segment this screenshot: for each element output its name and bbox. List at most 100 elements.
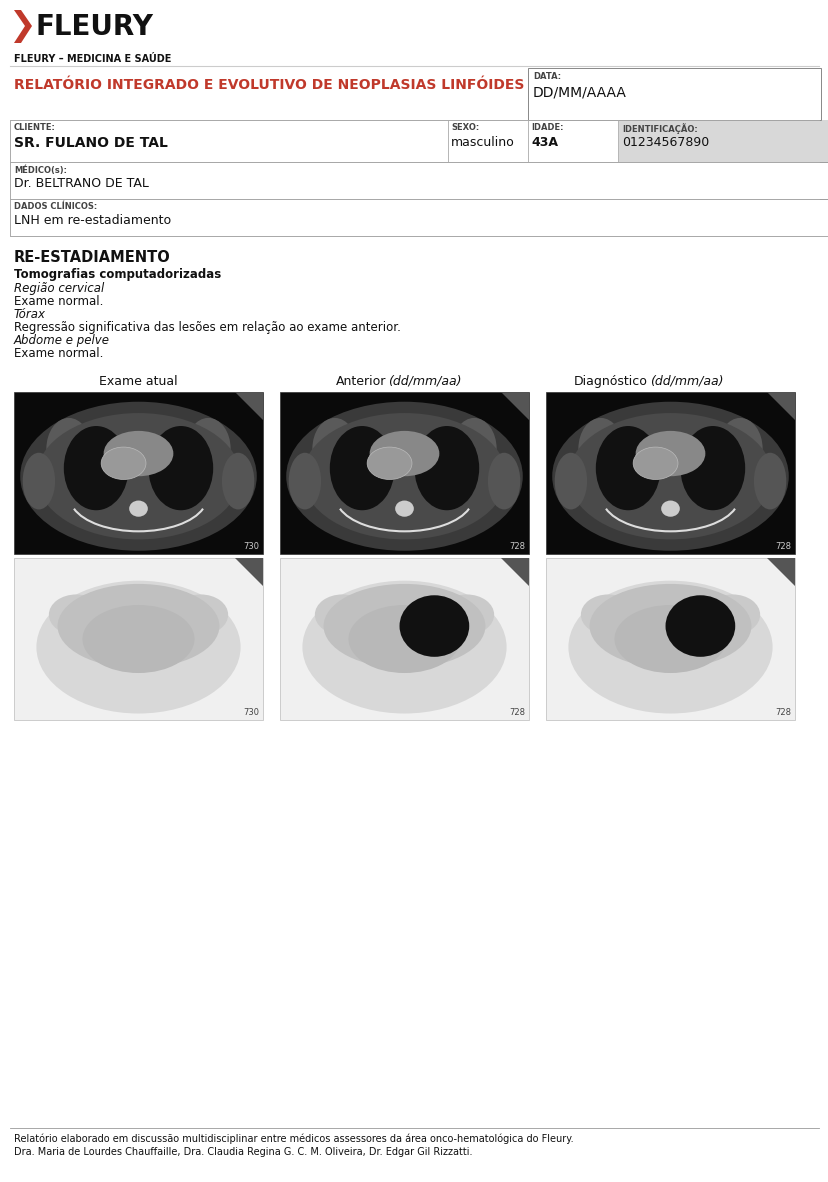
Text: Exame normal.: Exame normal. bbox=[14, 296, 104, 309]
Ellipse shape bbox=[173, 595, 228, 635]
Ellipse shape bbox=[22, 453, 55, 509]
Ellipse shape bbox=[36, 413, 240, 539]
Ellipse shape bbox=[46, 418, 91, 480]
Text: 43A: 43A bbox=[531, 136, 557, 149]
Ellipse shape bbox=[49, 595, 104, 635]
Ellipse shape bbox=[665, 596, 734, 657]
Text: DD/MM/AAAA: DD/MM/AAAA bbox=[532, 86, 626, 100]
Text: Dra. Maria de Lourdes Chauffaille, Dra. Claudia Regina G. C. M. Oliveira, Dr. Ed: Dra. Maria de Lourdes Chauffaille, Dra. … bbox=[14, 1147, 472, 1157]
Ellipse shape bbox=[589, 584, 750, 668]
Ellipse shape bbox=[568, 413, 772, 539]
Ellipse shape bbox=[551, 402, 787, 551]
Ellipse shape bbox=[302, 413, 506, 539]
Polygon shape bbox=[234, 392, 262, 420]
Ellipse shape bbox=[288, 453, 320, 509]
Ellipse shape bbox=[399, 596, 469, 657]
Text: Relatório elaborado em discussão multidisciplinar entre médicos assessores da ár: Relatório elaborado em discussão multidi… bbox=[14, 1134, 573, 1144]
Text: SEXO:: SEXO: bbox=[450, 123, 479, 132]
Ellipse shape bbox=[57, 584, 219, 668]
Bar bbox=[546, 558, 794, 720]
Text: Dr. BELTRANO DE TAL: Dr. BELTRANO DE TAL bbox=[14, 177, 149, 190]
Ellipse shape bbox=[395, 500, 413, 517]
Polygon shape bbox=[234, 558, 262, 586]
Ellipse shape bbox=[312, 418, 357, 480]
Ellipse shape bbox=[369, 431, 439, 476]
Ellipse shape bbox=[286, 402, 522, 551]
Ellipse shape bbox=[580, 595, 635, 635]
Text: DATA:: DATA: bbox=[532, 72, 561, 82]
Ellipse shape bbox=[302, 580, 506, 714]
Bar bbox=[280, 558, 528, 720]
Text: 728: 728 bbox=[774, 708, 790, 717]
Ellipse shape bbox=[705, 595, 759, 635]
Bar bbox=[14, 558, 262, 720]
Text: 728: 728 bbox=[508, 708, 524, 717]
Text: IDADE:: IDADE: bbox=[531, 123, 563, 132]
Text: 730: 730 bbox=[243, 708, 258, 717]
Text: (dd/mm/aa): (dd/mm/aa) bbox=[649, 375, 723, 388]
Text: MÉDICO(s):: MÉDICO(s): bbox=[14, 165, 67, 175]
Ellipse shape bbox=[222, 453, 254, 509]
Bar bbox=[619, 121, 828, 162]
Polygon shape bbox=[14, 9, 32, 43]
Ellipse shape bbox=[64, 426, 128, 511]
Bar bbox=[280, 392, 528, 554]
Text: LNH em re-estadiamento: LNH em re-estadiamento bbox=[14, 214, 171, 227]
Polygon shape bbox=[500, 392, 528, 420]
Text: FLEURY – MEDICINA E SAÚDE: FLEURY – MEDICINA E SAÚDE bbox=[14, 54, 171, 64]
Text: RELATÓRIO INTEGRADO E EVOLUTIVO DE NEOPLASIAS LINFÓIDES: RELATÓRIO INTEGRADO E EVOLUTIVO DE NEOPL… bbox=[14, 78, 524, 92]
Ellipse shape bbox=[330, 426, 394, 511]
Bar bbox=[10, 199, 828, 236]
Bar bbox=[14, 392, 262, 554]
Text: SR. FULANO DE TAL: SR. FULANO DE TAL bbox=[14, 136, 168, 150]
Ellipse shape bbox=[315, 595, 369, 635]
Ellipse shape bbox=[82, 605, 195, 673]
Ellipse shape bbox=[578, 418, 623, 480]
Bar bbox=[546, 392, 794, 554]
Ellipse shape bbox=[323, 584, 485, 668]
Text: 728: 728 bbox=[508, 543, 524, 551]
Ellipse shape bbox=[451, 418, 496, 480]
Ellipse shape bbox=[633, 447, 677, 480]
Text: 728: 728 bbox=[774, 543, 790, 551]
Text: Anterior: Anterior bbox=[335, 375, 386, 388]
Ellipse shape bbox=[367, 447, 412, 480]
Bar bbox=[10, 121, 828, 162]
Ellipse shape bbox=[101, 447, 146, 480]
Polygon shape bbox=[500, 558, 528, 586]
Ellipse shape bbox=[661, 500, 679, 517]
Ellipse shape bbox=[129, 500, 147, 517]
Ellipse shape bbox=[753, 453, 785, 509]
Text: Exame normal.: Exame normal. bbox=[14, 348, 104, 361]
Ellipse shape bbox=[554, 453, 586, 509]
Polygon shape bbox=[766, 392, 794, 420]
Text: masculino: masculino bbox=[450, 136, 514, 149]
Ellipse shape bbox=[717, 418, 762, 480]
Text: Tórax: Tórax bbox=[14, 309, 46, 322]
Text: FLEURY: FLEURY bbox=[36, 13, 154, 41]
Ellipse shape bbox=[20, 402, 257, 551]
Ellipse shape bbox=[614, 605, 725, 673]
Text: 730: 730 bbox=[243, 543, 258, 551]
Text: Diagnóstico: Diagnóstico bbox=[574, 375, 647, 388]
Ellipse shape bbox=[104, 431, 173, 476]
Ellipse shape bbox=[680, 426, 744, 511]
Text: Região cervical: Região cervical bbox=[14, 282, 104, 296]
Ellipse shape bbox=[148, 426, 213, 511]
Text: Abdome e pelve: Abdome e pelve bbox=[14, 335, 110, 348]
Ellipse shape bbox=[635, 431, 705, 476]
Ellipse shape bbox=[488, 453, 520, 509]
Text: Regressão significativa das lesões em relação ao exame anterior.: Regressão significativa das lesões em re… bbox=[14, 322, 401, 335]
Text: Exame atual: Exame atual bbox=[99, 375, 177, 388]
Ellipse shape bbox=[36, 580, 240, 714]
Text: IDENTIFICAÇÃO:: IDENTIFICAÇÃO: bbox=[621, 123, 697, 134]
Ellipse shape bbox=[595, 426, 660, 511]
Bar bbox=[527, 69, 820, 121]
Text: CLIENTE:: CLIENTE: bbox=[14, 123, 55, 132]
Text: Tomografias computadorizadas: Tomografias computadorizadas bbox=[14, 268, 221, 281]
Text: 01234567890: 01234567890 bbox=[621, 136, 709, 149]
Polygon shape bbox=[766, 558, 794, 586]
Text: (dd/mm/aa): (dd/mm/aa) bbox=[388, 375, 461, 388]
Text: DADOS CLÍNICOS:: DADOS CLÍNICOS: bbox=[14, 202, 97, 212]
Ellipse shape bbox=[348, 605, 460, 673]
